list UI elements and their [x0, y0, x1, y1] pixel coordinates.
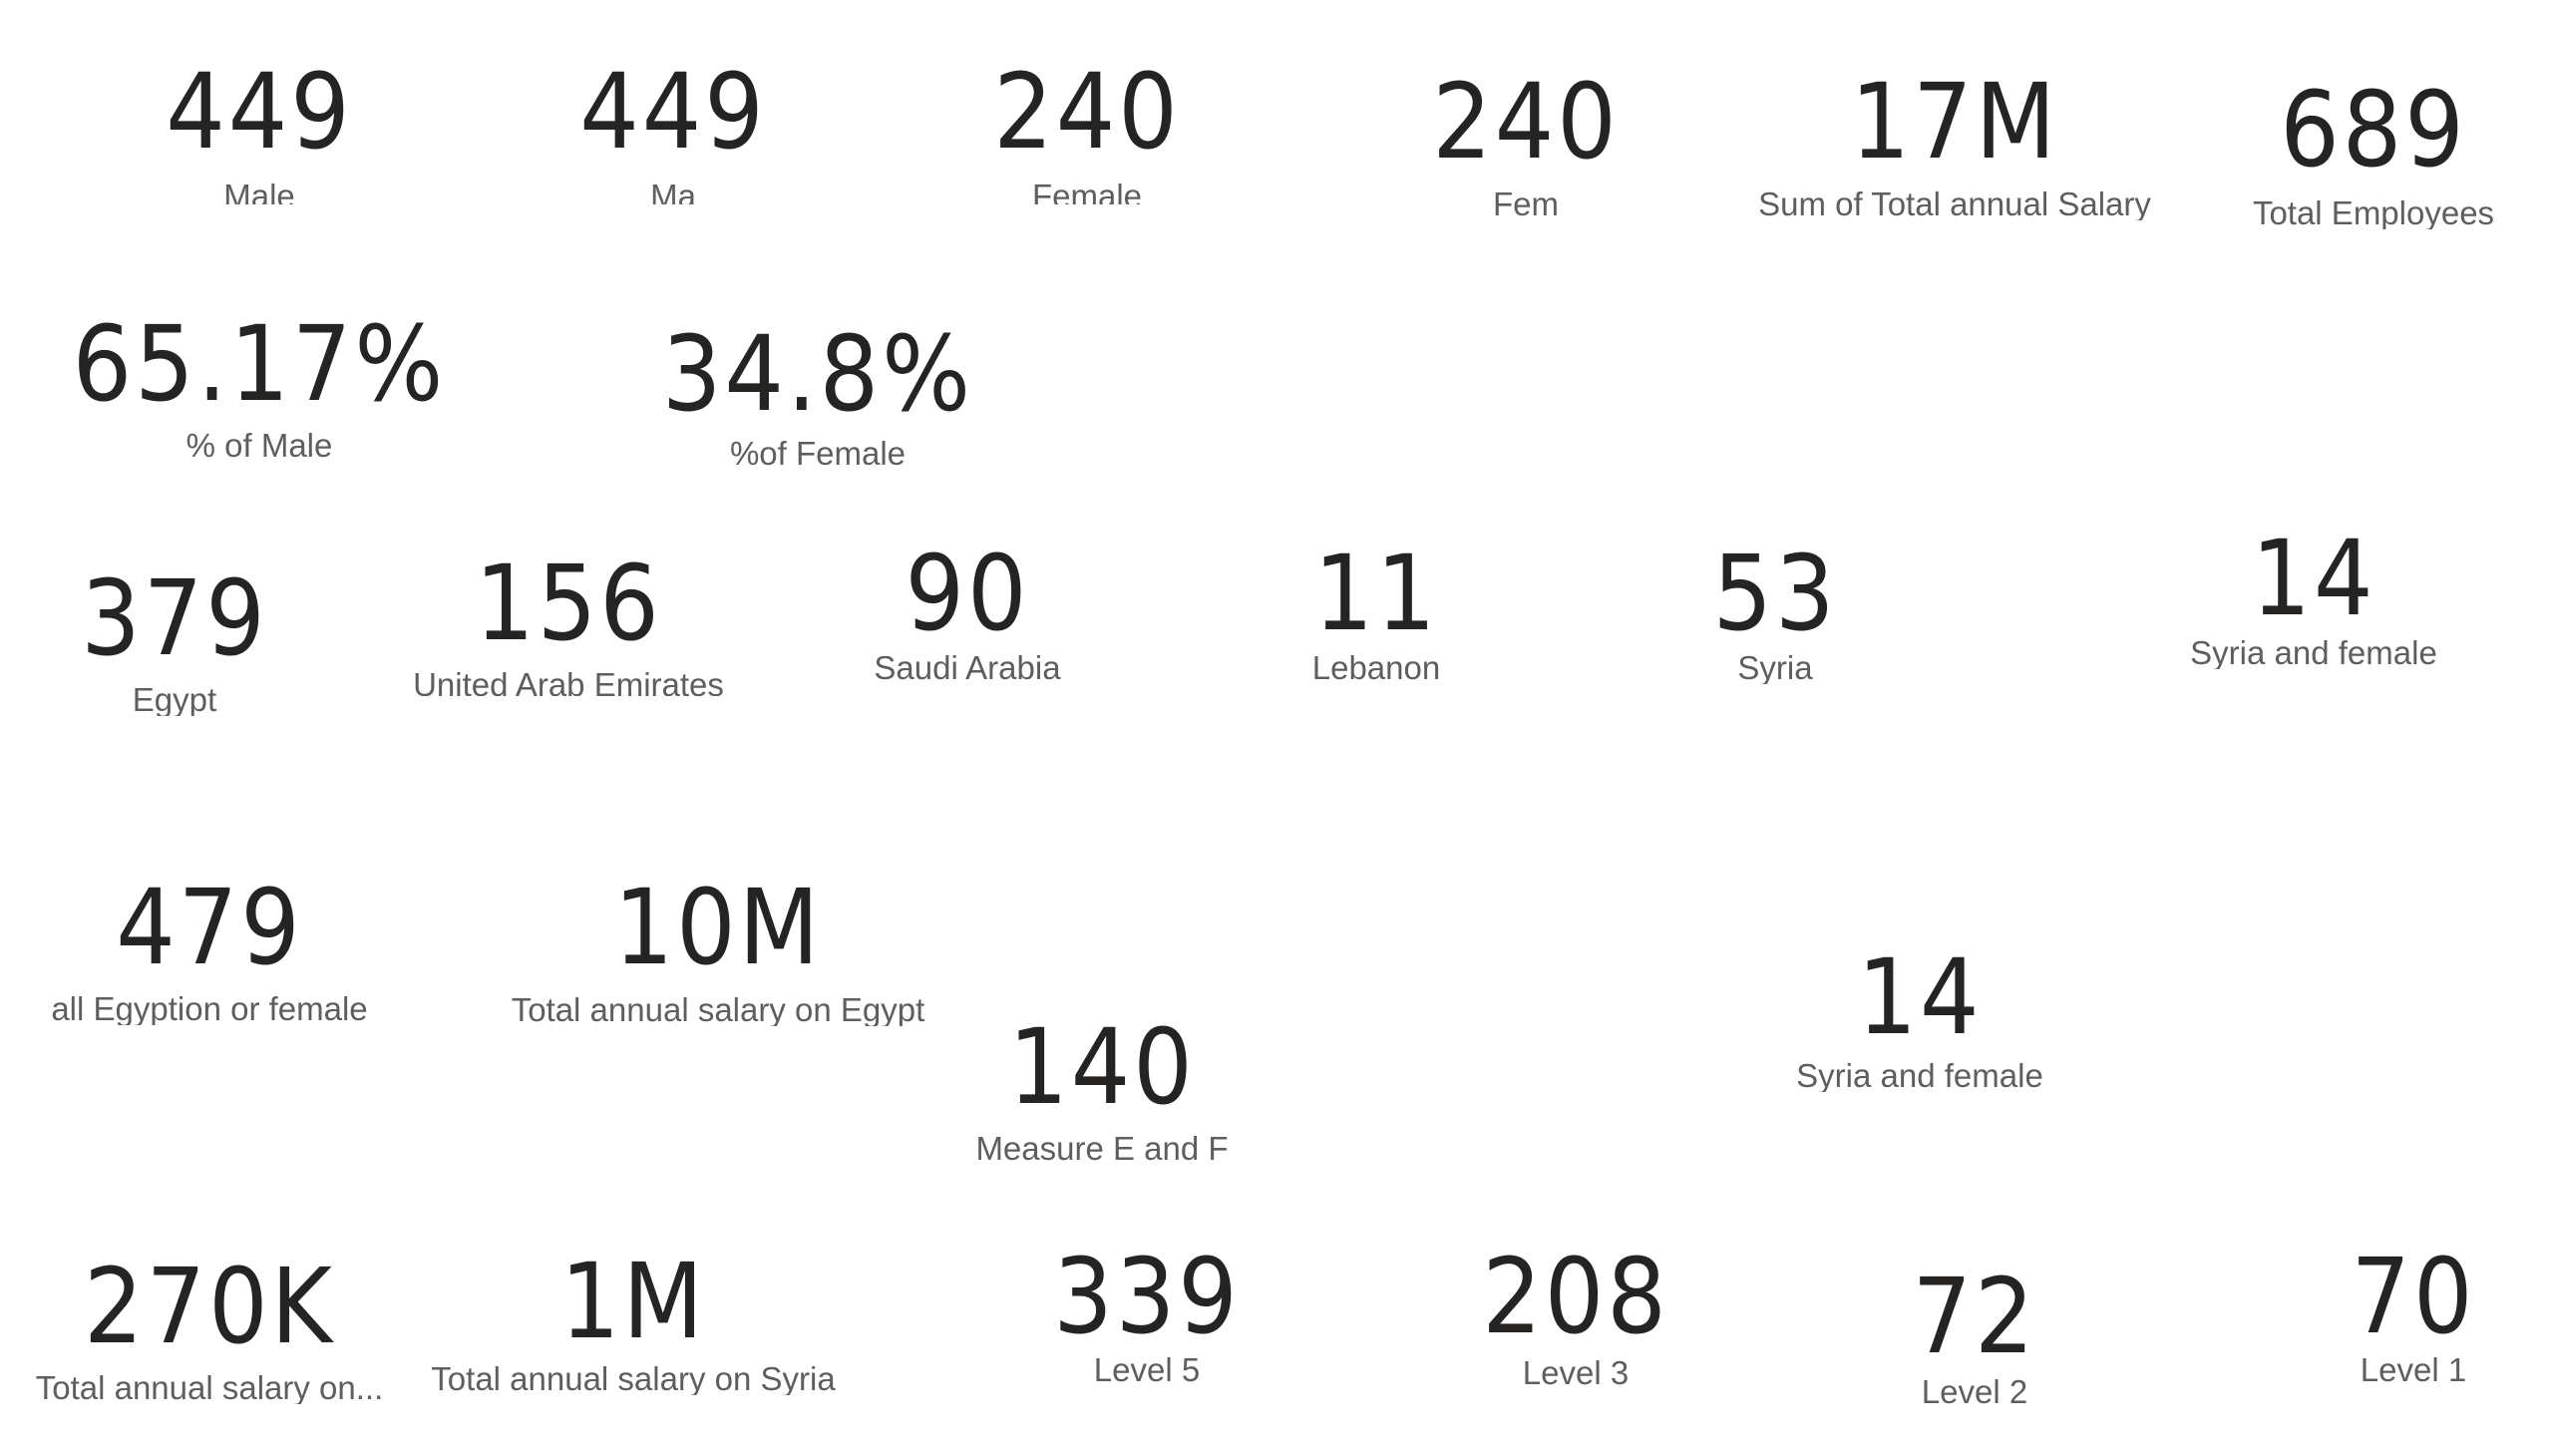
card-measure-e-and-f[interactable]: 140 Measure E and F — [957, 1007, 1247, 1177]
card-value: 140 — [1008, 1007, 1196, 1128]
card-value: 479 — [116, 868, 303, 988]
card-total-employees[interactable]: 689 Total Employees — [2224, 70, 2523, 239]
card-value: 65.17% — [72, 304, 447, 425]
card-egypt[interactable]: 379 Egypt — [50, 558, 299, 728]
card-syria[interactable]: 53 Syria — [1655, 534, 1895, 703]
card-value: 270K — [84, 1247, 335, 1367]
card-total-salary[interactable]: 17M Sum of Total annual Salary — [1735, 60, 2174, 229]
card-label: United Arab Emirates — [413, 668, 724, 696]
card-female-1[interactable]: 240 Female — [917, 55, 1257, 204]
card-label: Female — [1031, 180, 1143, 204]
card-value: 379 — [81, 558, 268, 679]
card-value: 72 — [1912, 1257, 2037, 1377]
card-level-3[interactable]: 208 Level 3 — [1456, 1237, 1695, 1406]
card-value: 1M — [559, 1242, 707, 1362]
card-syria-and-female-2[interactable]: 14 Syria and female — [1775, 937, 2064, 1107]
card-value: 240 — [993, 55, 1181, 173]
card-label: Total Employees — [2252, 196, 2495, 229]
card-lebanon[interactable]: 11 Lebanon — [1257, 534, 1496, 703]
card-male-2[interactable]: 449 Ma — [504, 55, 843, 204]
card-label: Syria and female — [1796, 1059, 2043, 1092]
card-salary-syria[interactable]: 1M Total annual salary on Syria — [429, 1242, 838, 1411]
card-level-1[interactable]: 70 Level 1 — [2294, 1237, 2533, 1406]
card-label: %of Female — [729, 437, 907, 470]
card-value: 156 — [475, 544, 662, 664]
card-label: Level 2 — [1921, 1375, 2028, 1408]
card-salary-egypt[interactable]: 10M Total annual salary on Egypt — [499, 868, 937, 1037]
card-value: 10M — [613, 868, 823, 988]
card-label: Egypt — [132, 683, 217, 716]
card-value: 449 — [166, 55, 353, 173]
card-label: % of Male — [185, 429, 333, 462]
card-uae[interactable]: 156 United Arab Emirates — [409, 544, 728, 696]
card-label: Ma — [650, 180, 696, 204]
card-value: 14 — [1857, 937, 1983, 1058]
card-value: 53 — [1712, 534, 1838, 654]
card-saudi-arabia[interactable]: 90 Saudi Arabia — [838, 534, 1097, 703]
card-label: Fem — [1493, 187, 1559, 220]
card-label: Total annual salary on Syria — [431, 1362, 836, 1395]
card-label: Level 3 — [1522, 1356, 1630, 1389]
card-value: 17M — [1850, 61, 2059, 182]
card-label: Level 1 — [2360, 1353, 2467, 1386]
card-value: 208 — [1482, 1237, 1669, 1357]
card-value: 90 — [905, 534, 1030, 654]
card-female-2[interactable]: 240 Fem — [1356, 60, 1695, 229]
card-label: Total annual salary on... — [35, 1371, 384, 1404]
card-syria-and-female-1[interactable]: 14 Syria and female — [2164, 519, 2463, 688]
card-value: 70 — [2351, 1237, 2476, 1357]
card-egypt-or-female[interactable]: 479 all Egyption or female — [30, 868, 389, 1037]
card-label: Measure E and F — [975, 1132, 1229, 1165]
card-value: 339 — [1053, 1237, 1241, 1357]
card-label: Sum of Total annual Salary — [1758, 187, 2151, 220]
card-label: Saudi Arabia — [874, 651, 1061, 684]
card-level-2[interactable]: 72 Level 2 — [1855, 1257, 2094, 1426]
card-value: 449 — [579, 55, 767, 173]
card-total-salary-truncated[interactable]: 270K Total annual salary on... — [30, 1247, 389, 1416]
card-pct-male[interactable]: 65.17% % of Male — [60, 304, 459, 474]
card-level-5[interactable]: 339 Level 5 — [1027, 1237, 1267, 1406]
card-label: Total annual salary on Egypt — [511, 993, 925, 1026]
card-value: 34.8% — [661, 314, 974, 435]
card-label: Level 5 — [1093, 1353, 1201, 1386]
card-value: 14 — [2251, 519, 2376, 639]
card-label: Lebanon — [1311, 651, 1441, 684]
card-label: Male — [223, 180, 295, 204]
card-male-1[interactable]: 449 Male — [90, 55, 429, 204]
card-value: 689 — [2280, 70, 2467, 190]
card-value: 240 — [1432, 61, 1620, 182]
card-label: Syria and female — [2190, 636, 2437, 669]
card-label: Syria — [1737, 651, 1813, 684]
card-value: 11 — [1313, 534, 1439, 654]
card-label: all Egyption or female — [51, 992, 368, 1025]
card-pct-female[interactable]: 34.8% %of Female — [618, 314, 1017, 484]
